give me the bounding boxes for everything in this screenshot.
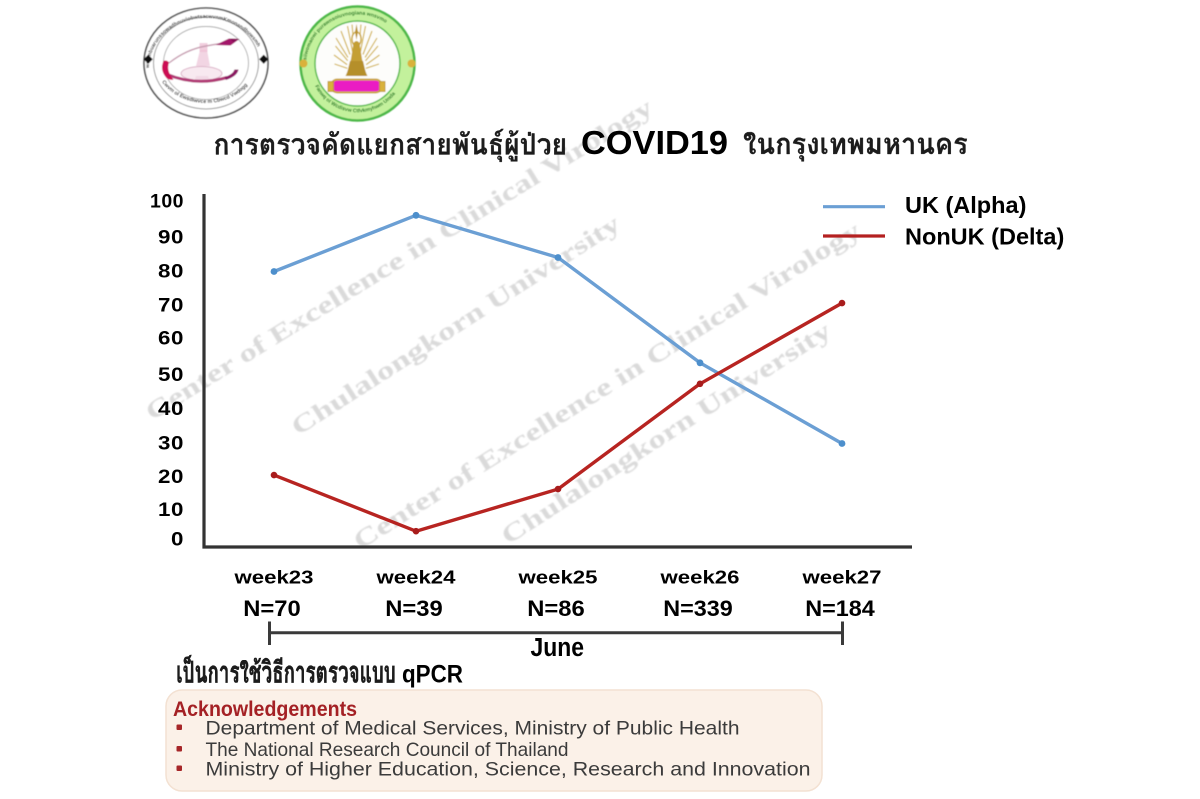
svg-text:60: 60 (158, 328, 184, 350)
svg-text:90: 90 (158, 227, 184, 249)
svg-text:80: 80 (158, 261, 184, 283)
svg-text:40: 40 (158, 398, 184, 420)
svg-text:N=39: N=39 (385, 596, 443, 621)
svg-text:50: 50 (158, 364, 184, 386)
svg-text:week26: week26 (659, 568, 739, 588)
svg-text:The National Research Council: The National Research Council of Thailan… (206, 739, 569, 761)
svg-text:N=70: N=70 (243, 596, 301, 621)
svg-text:N=339: N=339 (663, 596, 733, 621)
svg-text:UK (Alpha): UK (Alpha) (905, 192, 1026, 218)
svg-text:week24: week24 (375, 568, 455, 588)
svg-text:10: 10 (158, 499, 184, 521)
svg-text:qPCR: qPCR (402, 661, 463, 689)
svg-text:Ministry of Higher Education,: Ministry of Higher Education, Science, R… (206, 759, 811, 781)
svg-text:week27: week27 (801, 568, 881, 588)
svg-text:30: 30 (158, 432, 184, 454)
svg-text:Department of Medical Services: Department of Medical Services, Ministry… (206, 718, 740, 740)
svg-text:week25: week25 (517, 568, 597, 588)
svg-text:N=184: N=184 (805, 596, 875, 621)
svg-text:20: 20 (158, 466, 184, 488)
svg-text:70: 70 (158, 295, 184, 317)
svg-text:COVID19: COVID19 (581, 124, 728, 161)
svg-text:0: 0 (171, 529, 184, 551)
svg-text:week23: week23 (233, 568, 313, 588)
svg-text:Acknowledgements: Acknowledgements (173, 698, 357, 721)
svg-text:N=86: N=86 (527, 596, 585, 621)
svg-text:NonUK (Delta): NonUK (Delta) (905, 224, 1064, 250)
svg-text:June: June (531, 634, 585, 662)
svg-text:100: 100 (150, 191, 184, 213)
